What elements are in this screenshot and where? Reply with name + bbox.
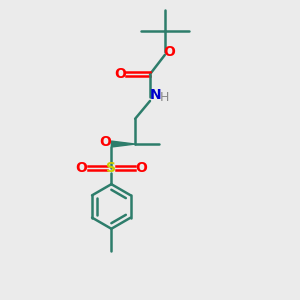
Text: O: O xyxy=(136,161,148,175)
Text: O: O xyxy=(164,45,175,59)
Text: S: S xyxy=(106,161,116,175)
Text: N: N xyxy=(149,88,161,102)
Text: H: H xyxy=(160,91,170,104)
Text: O: O xyxy=(100,135,111,149)
Text: O: O xyxy=(114,67,126,81)
Polygon shape xyxy=(111,141,135,147)
Text: O: O xyxy=(75,161,87,175)
